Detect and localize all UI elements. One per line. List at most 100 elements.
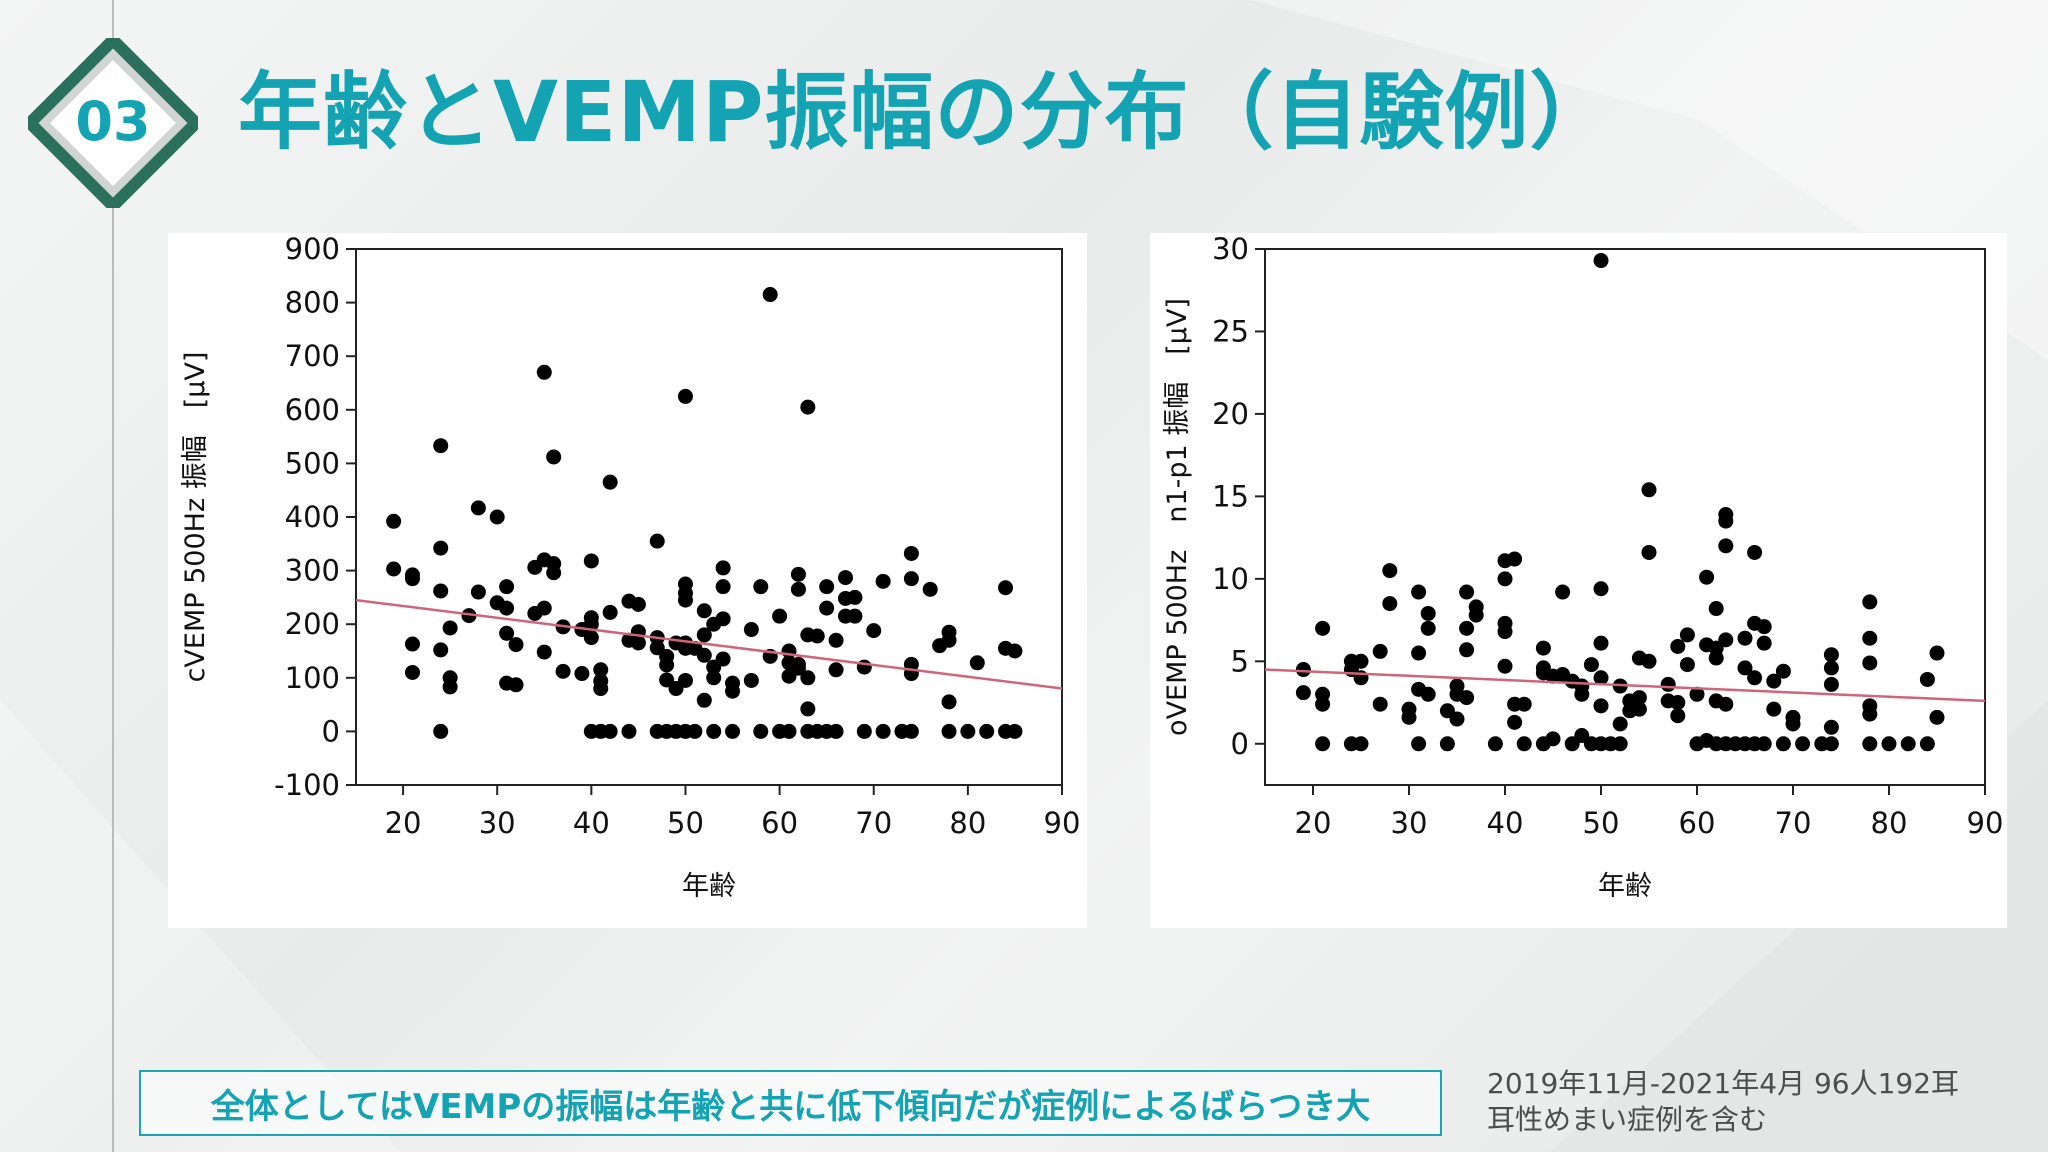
cvemp-data-point bbox=[753, 723, 769, 739]
ovemp-data-point bbox=[1641, 653, 1657, 669]
ovemp-data-point bbox=[1411, 736, 1427, 752]
cvemp-data-point bbox=[979, 723, 995, 739]
cvemp-y-axis-title: cVEMP 500Hz 振幅 [μV] bbox=[180, 352, 211, 683]
ovemp-y-tick-label: 5 bbox=[1231, 644, 1249, 678]
dataset-note-period: 2019年11月-2021年4月 96人192耳 bbox=[1487, 1067, 1960, 1100]
ovemp-data-point bbox=[1708, 601, 1724, 617]
cvemp-y-tick-label: 500 bbox=[285, 446, 340, 480]
cvemp-data-point bbox=[546, 449, 562, 465]
ovemp-data-point bbox=[1459, 584, 1475, 600]
ovemp-data-point bbox=[1459, 690, 1475, 706]
ovemp-x-tick-label: 60 bbox=[1679, 806, 1716, 840]
cvemp-y-tick-label: -100 bbox=[274, 768, 340, 802]
ovemp-data-point bbox=[1411, 584, 1427, 600]
cvemp-x-tick-label: 50 bbox=[667, 806, 704, 840]
cvemp-scatter-chart: -100 0 100 200 300 400 500 600 700 800 900 20 30 40 50… bbox=[180, 233, 1081, 902]
cvemp-y-tick-label: 600 bbox=[285, 393, 340, 427]
ovemp-data-point bbox=[1372, 643, 1388, 659]
cvemp-x-tick-label: 80 bbox=[949, 806, 986, 840]
cvemp-x-tick-label: 90 bbox=[1044, 806, 1081, 840]
cvemp-data-point bbox=[696, 603, 712, 619]
ovemp-data-point bbox=[1372, 696, 1388, 712]
ovemp-data-point bbox=[1468, 607, 1484, 623]
cvemp-data-point bbox=[593, 681, 609, 697]
ovemp-data-point bbox=[1411, 645, 1427, 661]
cvemp-data-point bbox=[837, 570, 853, 586]
ovemp-data-point bbox=[1862, 630, 1878, 646]
cvemp-data-point bbox=[499, 600, 515, 616]
ovemp-data-point bbox=[1420, 620, 1436, 636]
cvemp-data-point bbox=[442, 620, 458, 636]
cvemp-data-point bbox=[856, 659, 872, 675]
ovemp-data-point bbox=[1382, 563, 1398, 579]
cvemp-data-point bbox=[630, 635, 646, 651]
ovemp-data-point bbox=[1670, 638, 1686, 654]
ovemp-data-point bbox=[1823, 719, 1839, 735]
cvemp-data-point bbox=[677, 592, 693, 608]
cvemp-data-point bbox=[998, 580, 1014, 596]
ovemp-data-point bbox=[1353, 736, 1369, 752]
ovemp-data-point bbox=[1593, 635, 1609, 651]
ovemp-data-point bbox=[1862, 706, 1878, 722]
cvemp-data-point bbox=[875, 723, 891, 739]
ovemp-x-tick-label: 90 bbox=[1967, 806, 2004, 840]
ovemp-data-point bbox=[1555, 584, 1571, 600]
ovemp-data-point bbox=[1679, 657, 1695, 673]
cvemp-data-point bbox=[941, 632, 957, 648]
cvemp-data-point bbox=[442, 679, 458, 695]
cvemp-data-point bbox=[828, 723, 844, 739]
ovemp-data-point bbox=[1593, 698, 1609, 714]
cvemp-data-point bbox=[583, 553, 599, 569]
ovemp-data-point bbox=[1823, 647, 1839, 663]
ovemp-data-point bbox=[1612, 716, 1628, 732]
ovemp-data-point bbox=[1487, 736, 1503, 752]
ovemp-data-point bbox=[1382, 596, 1398, 612]
cvemp-x-axis-title: 年齢 bbox=[682, 871, 736, 902]
cvemp-data-point bbox=[800, 670, 816, 686]
cvemp-data-point bbox=[602, 604, 618, 620]
cvemp-y-tick-label: 100 bbox=[285, 661, 340, 695]
cvemp-data-point bbox=[809, 628, 825, 644]
ovemp-data-point bbox=[1862, 594, 1878, 610]
cvemp-data-point bbox=[621, 723, 637, 739]
ovemp-data-point bbox=[1497, 571, 1513, 587]
ovemp-data-point bbox=[1929, 709, 1945, 725]
ovemp-x-tick-label: 80 bbox=[1871, 806, 1908, 840]
cvemp-y-tick-label: 700 bbox=[285, 339, 340, 373]
cvemp-data-point bbox=[696, 627, 712, 643]
cvemp-data-point bbox=[508, 677, 524, 693]
cvemp-data-point bbox=[941, 723, 957, 739]
cvemp-data-point bbox=[489, 509, 505, 525]
cvemp-data-point bbox=[574, 666, 590, 682]
cvemp-data-point bbox=[715, 560, 731, 576]
cvemp-data-point bbox=[630, 596, 646, 612]
ovemp-x-tick-label: 30 bbox=[1391, 806, 1428, 840]
cvemp-data-point bbox=[1007, 723, 1023, 739]
cvemp-data-point bbox=[555, 663, 571, 679]
cvemp-data-point bbox=[856, 723, 872, 739]
ovemp-y-tick-label: 0 bbox=[1231, 727, 1249, 761]
cvemp-y-tick-label: 800 bbox=[285, 286, 340, 320]
ovemp-data-point bbox=[1766, 673, 1782, 689]
slide-title: 年齢とVEMP振幅の分布（自験例） bbox=[238, 63, 1615, 161]
ovemp-data-point bbox=[1593, 253, 1609, 269]
ovemp-data-point bbox=[1612, 736, 1628, 752]
ovemp-data-point bbox=[1929, 645, 1945, 661]
cvemp-data-point bbox=[649, 533, 665, 549]
ovemp-data-point bbox=[1670, 708, 1686, 724]
dataset-note-scope: 耳性めまい症例を含む bbox=[1487, 1103, 1768, 1136]
ovemp-data-point bbox=[1660, 676, 1676, 692]
ovemp-y-tick-label: 15 bbox=[1212, 479, 1249, 513]
cvemp-data-point bbox=[386, 561, 402, 577]
ovemp-x-tick-label: 70 bbox=[1775, 806, 1812, 840]
cvemp-data-point bbox=[762, 287, 778, 303]
ovemp-data-point bbox=[1718, 696, 1734, 712]
ovemp-data-point bbox=[1718, 513, 1734, 529]
ovemp-data-point bbox=[1862, 655, 1878, 671]
cvemp-data-point bbox=[903, 545, 919, 561]
ovemp-data-point bbox=[1900, 736, 1916, 752]
ovemp-data-point bbox=[1315, 736, 1331, 752]
ovemp-data-point bbox=[1756, 635, 1772, 651]
cvemp-x-tick-label: 40 bbox=[573, 806, 610, 840]
cvemp-x-tick-label: 70 bbox=[855, 806, 892, 840]
